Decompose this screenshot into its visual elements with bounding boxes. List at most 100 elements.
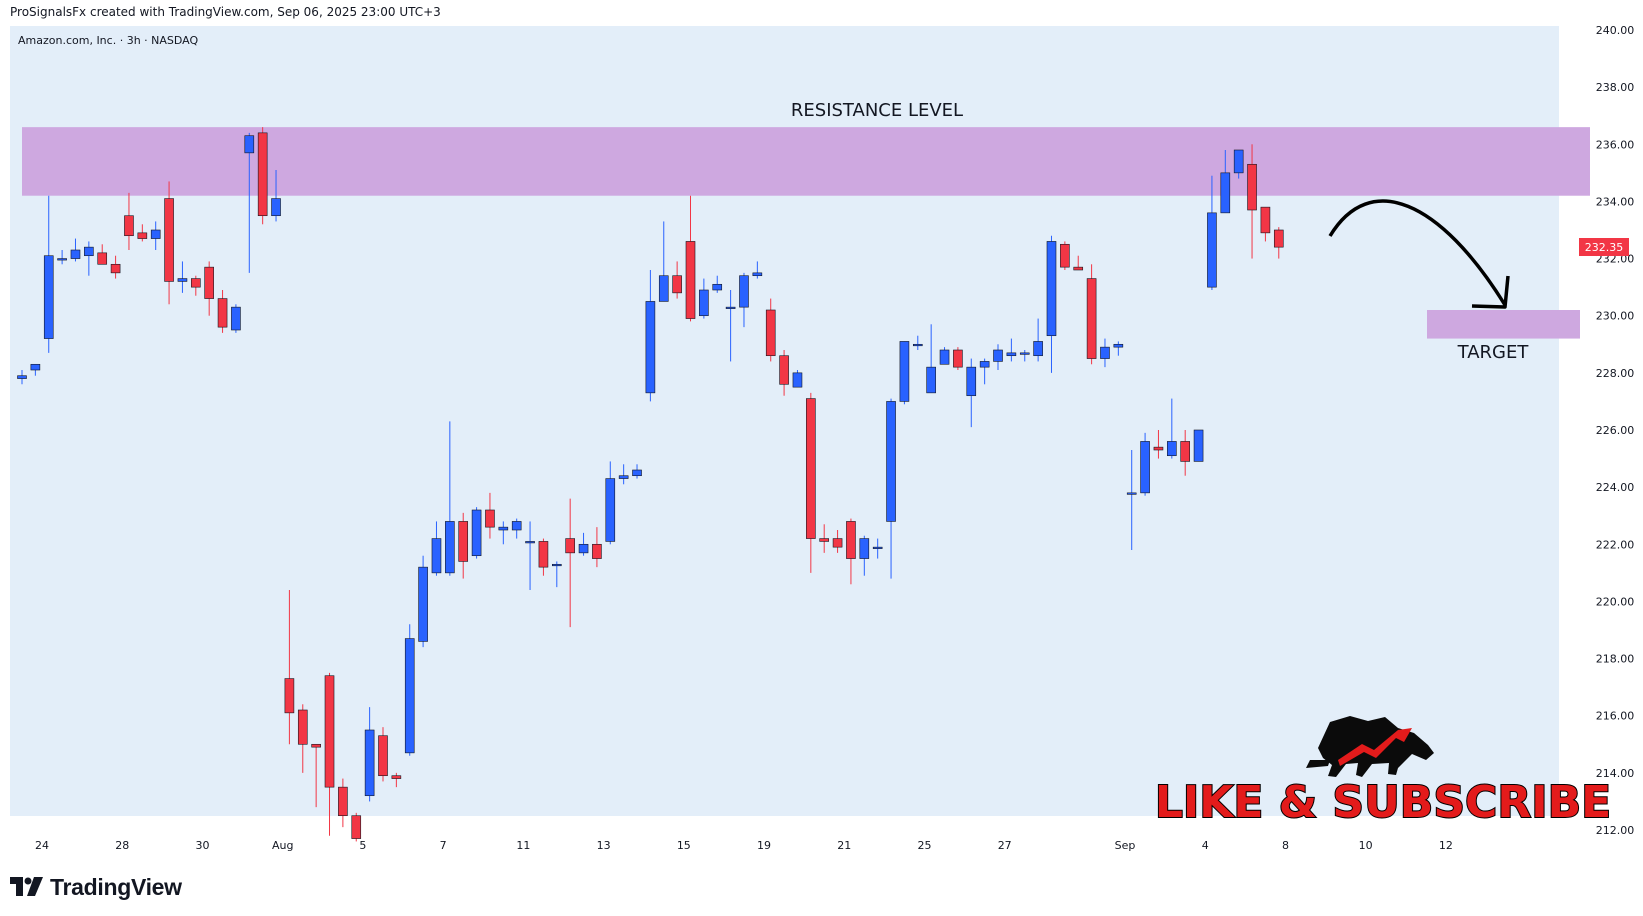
candle-body [498, 526, 509, 531]
candle-body [217, 298, 228, 328]
candle [1180, 430, 1190, 476]
y-tick-label: 218.00 [1596, 653, 1635, 666]
candle-body [391, 775, 402, 779]
candle-body [1019, 352, 1030, 355]
chart-title: Amazon.com, Inc. · 3h · NASDAQ [18, 34, 198, 47]
candle-body [672, 275, 682, 294]
candle-body [1046, 241, 1057, 337]
candle [137, 224, 148, 242]
candle [618, 464, 629, 485]
candle [658, 221, 669, 302]
x-tick-label: 24 [35, 839, 49, 852]
price-axis: 240.00238.00236.00234.00232.00230.00228.… [1596, 24, 1635, 837]
candle-body [485, 509, 495, 528]
candle [1233, 149, 1244, 179]
candle-body [1113, 343, 1124, 348]
candle-body [1060, 243, 1070, 268]
candle [632, 464, 642, 479]
candle-body [177, 278, 188, 282]
candle-body [458, 521, 469, 562]
candle-body [872, 546, 883, 549]
candle [30, 363, 41, 376]
candle-body [699, 289, 709, 317]
candle [110, 255, 121, 279]
candle-body [551, 563, 562, 567]
candle-body [150, 229, 161, 239]
candle-body [1153, 446, 1164, 451]
tradingview-footer[interactable]: TradingView [10, 872, 182, 902]
candle-body [979, 361, 990, 368]
y-tick-label: 240.00 [1596, 24, 1635, 37]
projection-arrow [1328, 199, 1507, 306]
candle-body [137, 232, 148, 239]
candle [1019, 350, 1030, 362]
candle [605, 461, 616, 545]
candle-body [993, 349, 1003, 362]
y-tick-label: 238.00 [1596, 81, 1635, 94]
y-tick-label: 212.00 [1596, 824, 1635, 837]
candle-body [17, 375, 27, 379]
candle-body [404, 638, 415, 754]
candle-body [1207, 212, 1217, 288]
candle [324, 672, 335, 836]
tradingview-logo-icon [10, 877, 43, 896]
candle [164, 181, 174, 305]
x-tick-label: 15 [677, 839, 691, 852]
candle [1073, 255, 1084, 271]
y-tick-label: 214.00 [1596, 767, 1635, 780]
candle [1273, 227, 1284, 259]
candle [939, 347, 950, 365]
y-tick-label: 234.00 [1596, 195, 1635, 208]
candle-body [1006, 352, 1017, 357]
candle [819, 524, 830, 553]
candle-body [110, 263, 121, 274]
candle [204, 261, 214, 316]
candle [578, 532, 589, 556]
candle-body [57, 258, 67, 261]
candle [1167, 398, 1177, 459]
x-tick-label: 10 [1359, 839, 1373, 852]
candle [471, 507, 482, 559]
candle-body [886, 401, 896, 522]
candle [953, 347, 963, 370]
candle [912, 335, 923, 350]
candle-body [378, 735, 388, 777]
candle [592, 527, 602, 568]
candle [284, 590, 295, 745]
x-tick-label: 13 [597, 839, 611, 852]
candle-body [752, 272, 763, 277]
candle [699, 278, 709, 319]
candle [1153, 430, 1164, 459]
candle [1113, 341, 1124, 356]
candle [1220, 150, 1231, 214]
candle-body [592, 543, 602, 559]
candle-body [191, 278, 201, 288]
candle [712, 275, 723, 293]
candles-layer [17, 127, 1284, 842]
candle-body [658, 275, 669, 302]
x-tick-label: 8 [1282, 839, 1289, 852]
svg-text:232.35: 232.35 [1585, 241, 1624, 254]
candle-body [832, 538, 843, 548]
candle-body [565, 538, 575, 554]
last-price-tag: 232.35 [1579, 238, 1629, 256]
x-tick-label: 11 [516, 839, 530, 852]
candle-body [859, 538, 870, 559]
candle [217, 290, 228, 333]
candle [926, 324, 936, 394]
candle [445, 421, 455, 576]
target-label: TARGET [1457, 342, 1530, 363]
candle [966, 358, 977, 428]
x-tick-label: 28 [115, 839, 129, 852]
candle-body [97, 252, 108, 265]
candle-body [70, 249, 81, 259]
candle [191, 275, 201, 296]
y-tick-label: 236.00 [1596, 138, 1635, 151]
x-tick-label: 12 [1439, 839, 1453, 852]
x-tick-label: 21 [837, 839, 851, 852]
candle-body [244, 135, 255, 154]
candle [311, 743, 321, 808]
candle-body [471, 509, 482, 557]
x-tick-label: Sep [1115, 839, 1136, 852]
